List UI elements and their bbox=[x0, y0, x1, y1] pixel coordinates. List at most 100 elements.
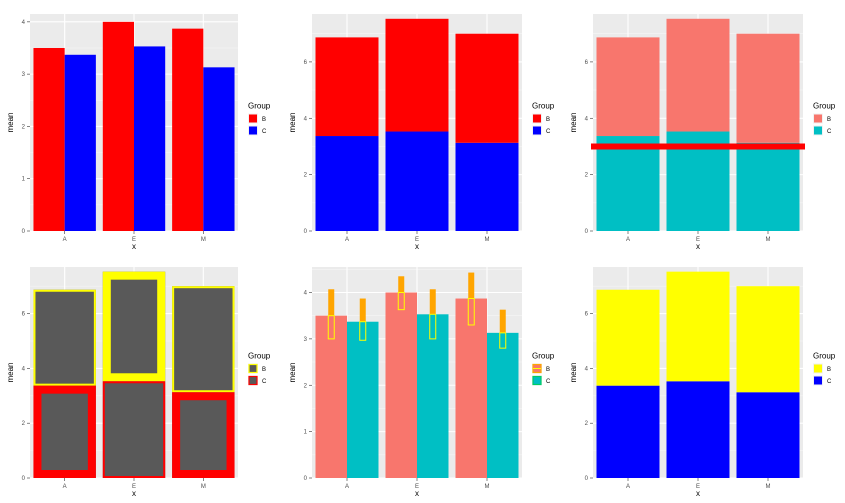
bar-C-A bbox=[33, 385, 96, 478]
legend-key-C bbox=[814, 376, 822, 385]
bar-B-M bbox=[172, 286, 235, 393]
y-tick-label: 0 bbox=[585, 476, 589, 482]
legend-label-B: B bbox=[546, 117, 550, 123]
legend-key-C bbox=[248, 375, 258, 386]
bar-B-M bbox=[455, 298, 487, 478]
y-tick-label: 0 bbox=[304, 476, 308, 482]
legend-key-B bbox=[814, 364, 822, 373]
bar-B-E bbox=[385, 292, 417, 478]
x-tick-label: E bbox=[132, 484, 136, 490]
error-bar-upper-B-A bbox=[328, 289, 335, 316]
bar-C-M bbox=[736, 392, 800, 478]
legend-label-C: C bbox=[827, 379, 832, 385]
y-tick-label: 3 bbox=[304, 337, 308, 343]
bar-outline-B-A bbox=[33, 289, 96, 386]
x-axis-title: x bbox=[696, 242, 700, 251]
x-axis-title: x bbox=[696, 489, 700, 498]
x-axis-title: x bbox=[415, 489, 419, 498]
x-axis-title: x bbox=[132, 242, 136, 251]
legend-key-B bbox=[249, 114, 257, 123]
bar-C-A bbox=[64, 54, 96, 232]
legend-key-B bbox=[533, 114, 541, 123]
bar-B-E bbox=[666, 18, 730, 132]
bar-B-A bbox=[315, 37, 379, 137]
bar-C-A bbox=[596, 136, 660, 231]
y-tick-label: 3 bbox=[22, 72, 26, 78]
x-tick-label: A bbox=[345, 237, 349, 243]
legend-label-C: C bbox=[262, 129, 267, 135]
bar-C-E bbox=[417, 314, 449, 478]
legend-label-C: C bbox=[546, 129, 551, 135]
bar-outline-C-A bbox=[33, 385, 96, 479]
y-tick-label: 4 bbox=[304, 291, 308, 297]
x-tick-label: M bbox=[485, 237, 490, 243]
x-tick-label: A bbox=[626, 237, 630, 243]
legend-key-C bbox=[533, 126, 541, 135]
y-tick-label: 0 bbox=[22, 476, 26, 482]
y-tick-label: 4 bbox=[585, 366, 589, 372]
error-bar-upper-C-A bbox=[359, 298, 366, 322]
y-tick-label: 4 bbox=[22, 20, 26, 26]
y-tick-label: 0 bbox=[22, 229, 26, 235]
y-tick-label: 4 bbox=[304, 116, 308, 122]
legend-key-C bbox=[532, 375, 542, 386]
legend-label-B: B bbox=[827, 117, 831, 123]
y-axis-title: mean bbox=[6, 112, 15, 132]
legend-label-C: C bbox=[827, 129, 832, 135]
y-axis-title: mean bbox=[288, 112, 297, 132]
y-tick-label: 4 bbox=[22, 366, 26, 372]
bar-B-A bbox=[596, 289, 660, 386]
bar-C-E bbox=[666, 381, 730, 478]
x-tick-label: M bbox=[201, 237, 206, 243]
y-tick-label: 0 bbox=[304, 229, 308, 235]
bar-B-M bbox=[736, 33, 800, 143]
x-axis-title: x bbox=[415, 242, 419, 251]
bar-C-E bbox=[134, 46, 166, 231]
bar-C-M bbox=[203, 67, 235, 232]
x-tick-label: M bbox=[201, 484, 206, 490]
x-tick-label: A bbox=[63, 237, 67, 243]
chart-panel-3: 0 2 4 6 A E Mx mean Group BC bbox=[569, 14, 836, 251]
legend-label-B: B bbox=[262, 367, 266, 373]
bar-B-A bbox=[33, 47, 65, 232]
y-axis-title: mean bbox=[288, 362, 297, 382]
error-bar-lower-C-M bbox=[499, 332, 507, 349]
error-bar-upper-B-E bbox=[398, 276, 405, 293]
legend-title: Group bbox=[813, 352, 836, 361]
bar-B-E bbox=[102, 271, 166, 382]
bar-C-A bbox=[347, 321, 379, 478]
bar-C-A bbox=[315, 136, 379, 231]
x-tick-label: A bbox=[63, 484, 67, 490]
y-tick-label: 1 bbox=[304, 430, 308, 436]
legend-label-B: B bbox=[262, 117, 266, 123]
bar-C-A bbox=[596, 385, 660, 478]
legend-key-C bbox=[249, 126, 257, 135]
bar-B-M bbox=[172, 28, 204, 232]
bar-B-A bbox=[315, 315, 347, 478]
legend-title: Group bbox=[532, 102, 555, 111]
y-tick-label: 2 bbox=[585, 421, 589, 427]
error-bar-lower-C-A bbox=[359, 321, 367, 341]
bar-B-A bbox=[33, 289, 96, 386]
y-tick-label: 6 bbox=[304, 60, 308, 66]
legend-title: Group bbox=[813, 102, 836, 111]
y-tick-label: 2 bbox=[585, 173, 589, 179]
legend-label-B: B bbox=[827, 367, 831, 373]
bar-C-E bbox=[385, 131, 449, 231]
y-tick-label: 2 bbox=[22, 421, 26, 427]
x-tick-label: A bbox=[626, 484, 630, 490]
error-bar-lower-B-M bbox=[467, 298, 475, 326]
legend-key-B bbox=[248, 363, 258, 374]
y-axis-title: mean bbox=[6, 362, 15, 382]
legend-label-C: C bbox=[546, 379, 551, 385]
x-tick-label: E bbox=[415, 237, 419, 243]
x-tick-label: E bbox=[696, 237, 700, 243]
x-tick-label: A bbox=[345, 484, 349, 490]
bar-B-E bbox=[666, 271, 730, 382]
bar-C-E bbox=[102, 381, 166, 478]
x-axis-title: x bbox=[132, 489, 136, 498]
y-tick-label: 1 bbox=[22, 177, 26, 183]
x-tick-label: M bbox=[766, 484, 771, 490]
y-tick-label: 2 bbox=[304, 173, 308, 179]
